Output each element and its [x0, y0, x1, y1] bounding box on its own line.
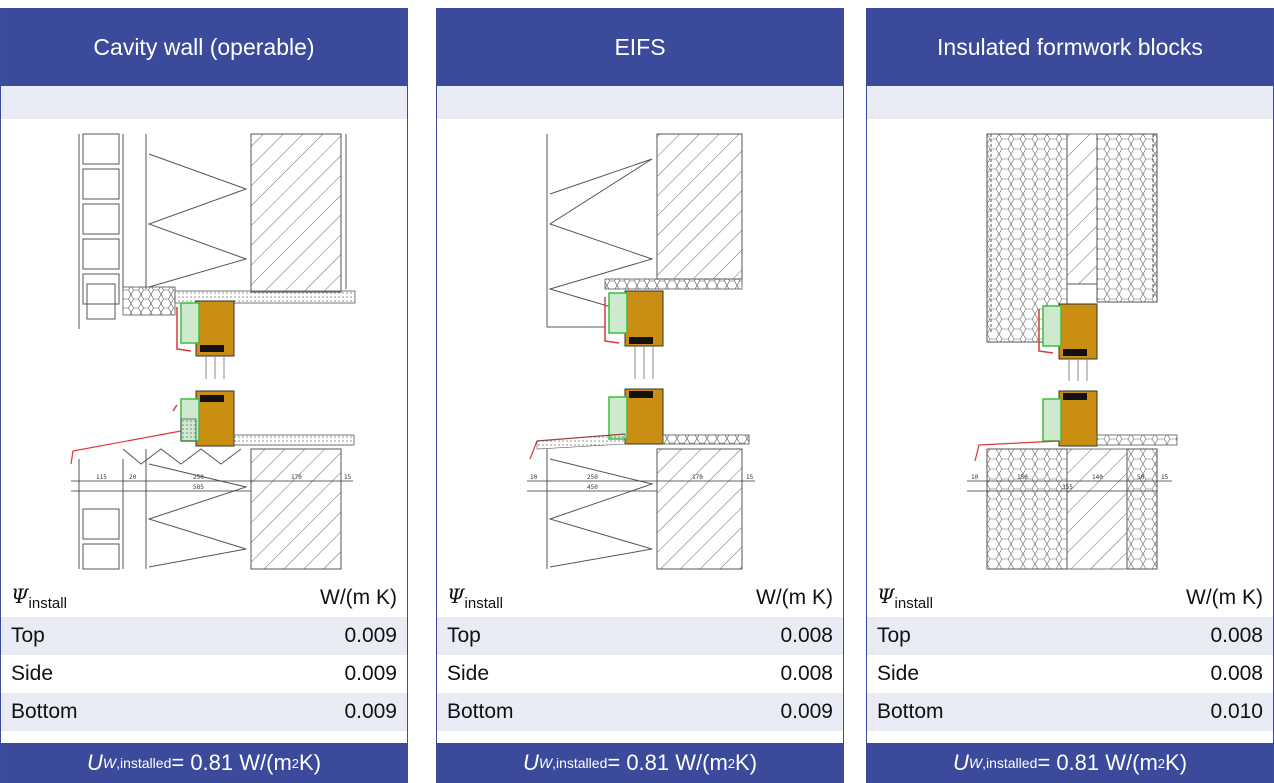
panel-band: [437, 86, 843, 119]
row-value: 0.009: [344, 700, 397, 723]
row-value: 0.008: [780, 662, 833, 685]
dimension-label: 170: [291, 474, 302, 481]
table-row-bottom: Bottom 0.010: [867, 693, 1273, 731]
u-value-footer: U W,installed = 0.81 W/(m 2 K): [1, 743, 407, 783]
formwork-section-drawing: 10 150 355 140 50 15: [967, 133, 1178, 570]
psi-label: Ψinstall: [447, 584, 503, 612]
dimension-label: 15: [746, 474, 754, 481]
psi-unit: W/(m K): [320, 586, 397, 609]
row-label: Side: [877, 662, 920, 685]
dimension-label: 250: [193, 474, 204, 481]
cavity-wall-section-drawing: 115 20 250 585 170 15: [70, 133, 356, 570]
row-value: 0.008: [1210, 624, 1263, 647]
panel-title: Insulated formwork blocks: [867, 8, 1273, 86]
panel-title: EIFS: [437, 8, 843, 86]
u-value-footer: U W,installed = 0.81 W/(m 2 K): [437, 743, 843, 783]
row-value: 0.009: [780, 700, 833, 723]
psi-header-row: Ψinstall W/(m K): [437, 579, 843, 617]
section-drawing: 10 150 355 140 50 15: [867, 119, 1273, 579]
row-label: Top: [877, 624, 911, 647]
row-label: Bottom: [447, 700, 514, 723]
table-row-bottom: Bottom 0.009: [437, 693, 843, 731]
row-label: Top: [11, 624, 45, 647]
table-row-side: Side 0.008: [867, 655, 1273, 693]
table-row-bottom: Bottom 0.009: [1, 693, 407, 731]
dimension-label: 250: [587, 474, 598, 481]
dimension-label: 10: [971, 474, 979, 481]
panel-title: Cavity wall (operable): [1, 8, 407, 86]
dimension-label: 150: [1017, 474, 1028, 481]
dimension-label: 115: [96, 474, 107, 481]
panel-band: [1, 86, 407, 119]
row-label: Bottom: [877, 700, 944, 723]
panel-eifs: EIFS: [436, 8, 844, 783]
dimension-label: 355: [1062, 484, 1073, 491]
row-value: 0.009: [344, 662, 397, 685]
eifs-section-drawing: 10 250 450 170 15: [527, 133, 755, 570]
row-value: 0.009: [344, 624, 397, 647]
dimension-label: 15: [1161, 474, 1169, 481]
dimension-label: 50: [1137, 474, 1145, 481]
psi-header-row: Ψinstall W/(m K): [867, 579, 1273, 617]
psi-header-row: Ψinstall W/(m K): [1, 579, 407, 617]
dimension-label: 170: [692, 474, 703, 481]
psi-unit: W/(m K): [1186, 586, 1263, 609]
row-value: 0.010: [1210, 700, 1263, 723]
dimension-label: 15: [344, 474, 352, 481]
row-label: Bottom: [11, 700, 78, 723]
dimension-label: 10: [530, 474, 538, 481]
table-row-top: Top 0.008: [437, 617, 843, 655]
table-row-top: Top 0.008: [867, 617, 1273, 655]
table-row-top: Top 0.009: [1, 617, 407, 655]
row-label: Side: [447, 662, 490, 685]
row-label: Top: [447, 624, 481, 647]
section-drawing: 10 250 450 170 15: [437, 119, 843, 579]
dimension-label: 140: [1092, 474, 1103, 481]
dimension-label: 450: [587, 484, 598, 491]
row-label: Side: [11, 662, 54, 685]
table-row-side: Side 0.009: [1, 655, 407, 693]
table-row-side: Side 0.008: [437, 655, 843, 693]
panel-insulated-formwork: Insulated formwork blocks: [866, 8, 1274, 783]
row-value: 0.008: [780, 624, 833, 647]
psi-label: Ψinstall: [11, 584, 67, 612]
dimension-label: 20: [129, 474, 137, 481]
psi-unit: W/(m K): [756, 586, 833, 609]
dimension-label: 585: [193, 484, 204, 491]
panel-cavity-wall: Cavity wall (operable): [0, 8, 408, 783]
u-value-footer: U W,installed = 0.81 W/(m 2 K): [867, 743, 1273, 783]
row-value: 0.008: [1210, 662, 1263, 685]
psi-label: Ψinstall: [877, 584, 933, 612]
section-drawing: 115 20 250 585 170 15: [1, 119, 407, 579]
panel-band: [867, 86, 1273, 119]
